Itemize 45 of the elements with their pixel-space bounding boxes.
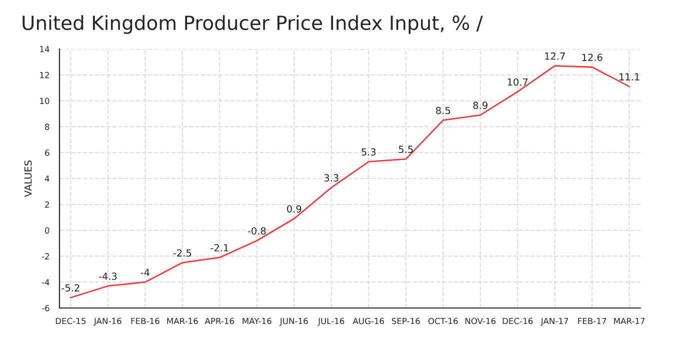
y-axis-title: VALUES — [24, 160, 32, 197]
x-tick-label: OCT-16 — [428, 318, 458, 324]
y-tick-label: -6 — [42, 304, 50, 312]
y-tick-label: 4 — [44, 176, 50, 182]
y-tick-label: -2 — [42, 253, 49, 260]
data-label: 8.5 — [436, 106, 450, 114]
y-tick-label: 12 — [40, 72, 49, 78]
x-tick-label: MAY-16 — [242, 318, 272, 324]
x-tick-label: FEB-16 — [131, 318, 160, 324]
y-tick-label: -4 — [42, 279, 50, 286]
data-label: 0.9 — [287, 205, 302, 213]
data-label: 10.7 — [508, 78, 528, 86]
x-tick-label: JUN-16 — [280, 318, 308, 326]
data-label: 12.6 — [582, 54, 602, 62]
x-tick-label: AUG-16 — [352, 318, 384, 324]
x-tick-label: MAR-17 — [614, 318, 645, 324]
x-tick-label: NOV-16 — [465, 318, 496, 324]
chart-title: United Kingdom Producer Price Index Input, % / — [22, 15, 483, 34]
y-tick-label: 0 — [45, 227, 50, 234]
y-tick-label: 8 — [45, 124, 50, 130]
data-label: 11.1 — [620, 73, 640, 80]
data-label: -4 — [140, 268, 150, 276]
data-label: 8.9 — [473, 102, 488, 109]
data-label: -4.3 — [98, 272, 117, 280]
x-tick-label: JAN-16 — [94, 318, 122, 326]
x-tick-label: MAR-16 — [167, 318, 198, 324]
x-tick-label: FEB-17 — [578, 318, 606, 324]
data-label: -5.2 — [62, 284, 80, 292]
data-label: -0.8 — [248, 227, 266, 235]
data-label: 12.7 — [545, 52, 565, 60]
x-tick-label: SEP-16 — [392, 318, 420, 324]
x-tick-label: DEC-16 — [502, 318, 533, 324]
x-tick-label: DEC-15 — [56, 318, 86, 324]
x-tick-label: JUL-16 — [318, 318, 344, 326]
data-label: -2.1 — [210, 244, 228, 252]
y-tick-label: 10 — [40, 98, 50, 104]
x-tick-label: JAN-17 — [540, 318, 568, 326]
x-tick-label: APR-16 — [204, 318, 234, 324]
data-label: 5.5 — [398, 146, 413, 154]
y-tick-label: 2 — [45, 201, 49, 208]
y-tick-label: 14 — [40, 46, 50, 52]
y-tick-label: 6 — [45, 150, 50, 156]
data-label: -2.5 — [173, 249, 192, 257]
data-label: 3.3 — [324, 174, 338, 182]
data-label: 5.3 — [362, 148, 376, 156]
